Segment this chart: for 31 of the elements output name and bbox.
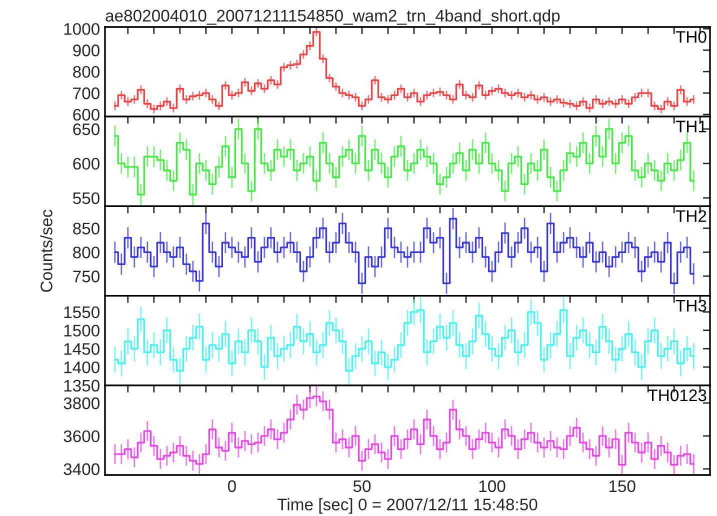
y-tick-label: 3400 xyxy=(64,463,100,476)
chart-title: ae802004010_20071211154850_wam2_trn_4band_short.qdp xyxy=(106,9,560,25)
y-tick-label: 3800 xyxy=(64,397,100,410)
y-tick-label: 1400 xyxy=(64,361,100,374)
y-tick-label: 1000 xyxy=(64,23,100,35)
y-tick-label: 3600 xyxy=(64,430,100,442)
y-tick-label: 800 xyxy=(73,246,100,258)
series-label: TH3 xyxy=(676,300,706,312)
x-axis-title: Time [sec] 0 = 2007/12/11 15:48:50 xyxy=(277,498,538,514)
y-axis-title: Counts/sec xyxy=(40,210,52,292)
y-tick-label: 1500 xyxy=(64,324,100,337)
y-tick-label: 600 xyxy=(73,108,100,121)
y-tick-label: 700 xyxy=(73,87,100,100)
y-tick-label: 1350 xyxy=(64,380,100,392)
series-label: TH2 xyxy=(676,210,706,222)
y-tick-label: 1550 xyxy=(64,306,100,318)
x-tick-label: 50 xyxy=(353,480,371,492)
y-tick-label: 650 xyxy=(73,123,100,136)
y-tick-label: 550 xyxy=(73,192,100,204)
y-tick-label: 750 xyxy=(73,270,100,282)
y-tick-label: 900 xyxy=(73,44,100,56)
x-tick-label: 150 xyxy=(609,480,636,492)
x-tick-label: 0 xyxy=(228,480,236,492)
series-label: TH1 xyxy=(676,120,706,132)
text: TH0 xyxy=(676,31,706,43)
y-tick-label: 850 xyxy=(73,222,100,234)
text: TH0123 xyxy=(648,389,706,402)
y-tick-label: 1450 xyxy=(64,343,100,355)
y-tick-label: 600 xyxy=(73,158,100,170)
y-tick-label: 800 xyxy=(73,66,100,78)
x-tick-label: 100 xyxy=(479,480,506,492)
